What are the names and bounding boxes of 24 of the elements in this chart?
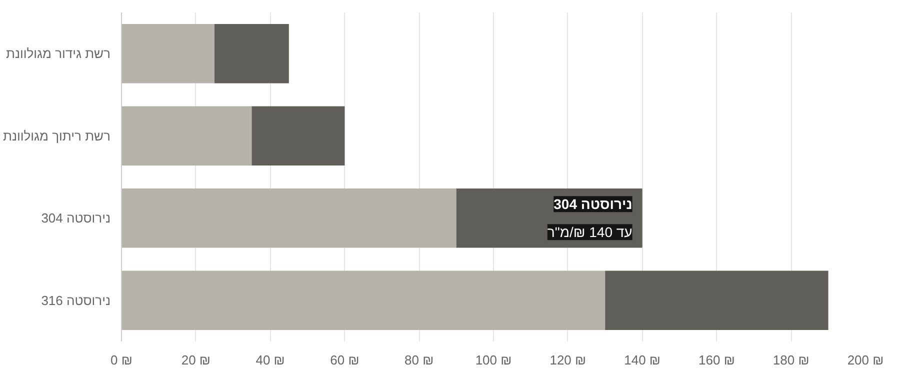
x-tick-label: 20 ₪ (181, 352, 210, 368)
x-tick-label: 140 ₪ (624, 352, 660, 368)
y-tick-label: רשת גידור מגולוונת (6, 46, 111, 62)
y-tick-label: נירוסטה 304 (41, 210, 111, 226)
y-tick-label: נירוסטה 316 (41, 292, 111, 308)
bar (122, 270, 606, 330)
bar (122, 106, 252, 166)
y-tick-label: רשת ריתוך מגולוונת (3, 128, 111, 144)
bar (122, 24, 214, 84)
bar (605, 270, 828, 330)
x-tick-label: 60 ₪ (330, 352, 360, 368)
bar (122, 188, 456, 248)
x-tick-label: 200 ₪ (847, 352, 884, 368)
annotation: עד 140 ₪/מ"ר (547, 224, 632, 240)
x-tick-label: 100 ₪ (475, 352, 512, 368)
x-tick-label: 120 ₪ (550, 352, 586, 368)
x-tick-label: 80 ₪ (404, 352, 434, 368)
x-tick-label: 0 ₪ (110, 352, 132, 368)
x-tick-label: 160 ₪ (698, 352, 735, 368)
bar (252, 106, 345, 166)
x-tick-label: 40 ₪ (256, 352, 285, 368)
x-tick-label: 180 ₪ (772, 352, 810, 368)
annotation: נירוסטה 304 (554, 196, 632, 212)
bar (214, 24, 289, 84)
